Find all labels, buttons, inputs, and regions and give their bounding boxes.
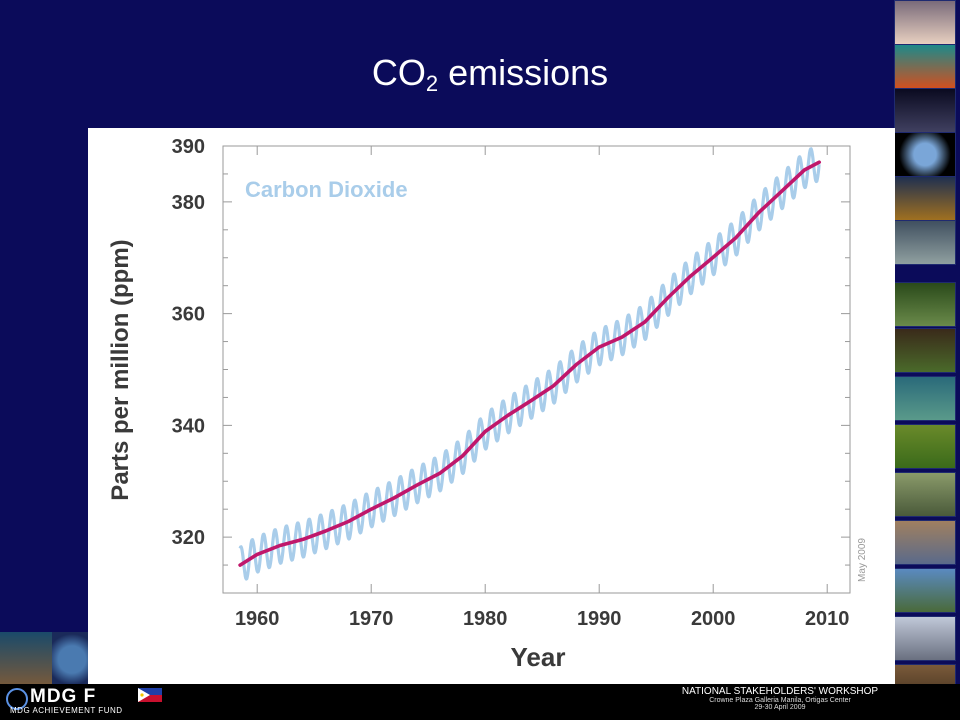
photo-rice-terraces-icon: [894, 424, 956, 469]
photo-coral-reef-icon: [894, 220, 956, 265]
title-main: CO: [371, 52, 426, 93]
mdgf-logo: MDG F: [30, 686, 97, 707]
x-tick-label: 1960: [235, 608, 280, 630]
chart-panel: 320 340 360 380 390 1960 1970 1980 1990 2000 2010 …: [88, 128, 895, 684]
trend-series-line: [238, 160, 821, 567]
y-axis-label: Parts per million (ppm): [107, 239, 134, 500]
y-tick-label: 390: [172, 136, 205, 158]
x-tick-label: 1980: [463, 608, 508, 630]
photo-globe-icon: [52, 632, 92, 687]
photo-forest-icon: [894, 328, 956, 373]
workshop-venue: Crowne Plaza Galleria Manila, Ortigas Ce…: [709, 697, 851, 704]
photo-turtle-icon: [894, 376, 956, 421]
philippine-flag-icon: [138, 688, 162, 702]
photo-village-icon: [894, 472, 956, 517]
photo-children-icon: [894, 0, 956, 45]
photo-strip: [882, 0, 960, 720]
y-tick-label: 340: [172, 415, 205, 437]
y-tick-label: 320: [172, 527, 205, 549]
y-tick-label: 360: [172, 304, 205, 326]
workshop-title: NATIONAL STAKEHOLDERS' WORKSHOP: [681, 686, 879, 697]
x-tick-label: 2000: [691, 608, 736, 630]
photo-coast-icon: [894, 568, 956, 613]
un-emblem-icon: [6, 688, 28, 710]
photo-coral-icon: [894, 44, 956, 89]
mdgf-logo-subtitle: MDG ACHIEVEMENT FUND: [10, 706, 123, 715]
x-tick-label: 2010: [805, 608, 850, 630]
x-tick-label: 1990: [577, 608, 622, 630]
bottom-photos: [0, 632, 120, 687]
photo-harbor-icon: [894, 176, 956, 221]
photo-people-icon: [894, 520, 956, 565]
inset-label: Carbon Dioxide: [245, 177, 408, 202]
photo-city-night-icon: [894, 88, 956, 133]
y-tick-label: 380: [172, 192, 205, 214]
title-subscript: 2: [425, 71, 439, 96]
x-axis-label: Year: [511, 642, 566, 672]
seasonal-series-line: [238, 147, 821, 581]
workshop-dates: 29-30 April 2009: [754, 704, 806, 711]
title-rest: emissions: [438, 52, 609, 93]
photo-river-icon: [894, 282, 956, 327]
slide-title: CO2 emissions: [0, 52, 960, 97]
photo-reef-icon: [0, 632, 52, 687]
workshop-info: NATIONAL STAKEHOLDERS' WORKSHOP Crowne P…: [660, 686, 900, 711]
x-tick-label: 1970: [349, 608, 394, 630]
photo-earth-icon: [894, 132, 956, 177]
date-stamp: May 2009: [857, 538, 868, 582]
photo-skyline-icon: [894, 616, 956, 661]
